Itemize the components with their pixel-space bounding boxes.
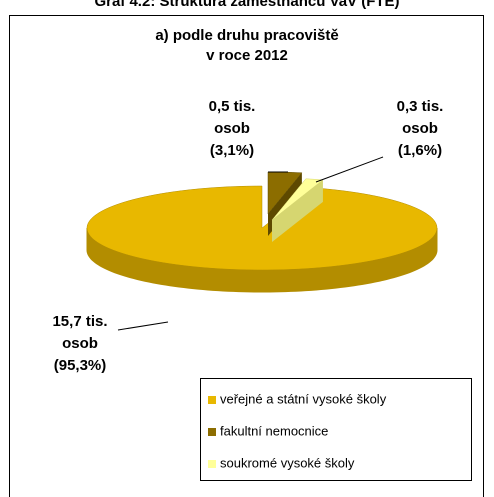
data-label: 0,5 tis. <box>209 98 256 115</box>
data-label: osob <box>62 335 98 352</box>
data-label: 15,7 tis. <box>52 313 107 330</box>
data-label: (1,6%) <box>398 142 442 159</box>
data-label: 0,3 tis. <box>397 98 444 115</box>
slice <box>86 185 438 271</box>
frame <box>9 15 484 497</box>
heading: Graf 4.2: Struktura zaměstnanců VaV (FTE… <box>94 0 399 10</box>
legend-label: fakultní nemocnice <box>220 423 328 438</box>
legend <box>200 378 472 481</box>
legend-swatch <box>208 460 216 468</box>
data-label: osob <box>214 120 250 137</box>
data-label: (95,3%) <box>54 357 107 374</box>
data-label: (3,1%) <box>210 142 254 159</box>
leader-line <box>117 321 169 331</box>
chart-title: a) podle druhu pracoviště <box>155 27 338 44</box>
data-label: osob <box>402 120 438 137</box>
legend-swatch <box>208 396 216 404</box>
legend-label: veřejné a státní vysoké školy <box>220 391 387 406</box>
leader-line <box>315 156 384 183</box>
legend-label: soukromé vysoké školy <box>220 455 355 470</box>
chart-title: v roce 2012 <box>206 47 288 64</box>
legend-swatch <box>208 428 216 436</box>
slice-side <box>272 178 323 242</box>
